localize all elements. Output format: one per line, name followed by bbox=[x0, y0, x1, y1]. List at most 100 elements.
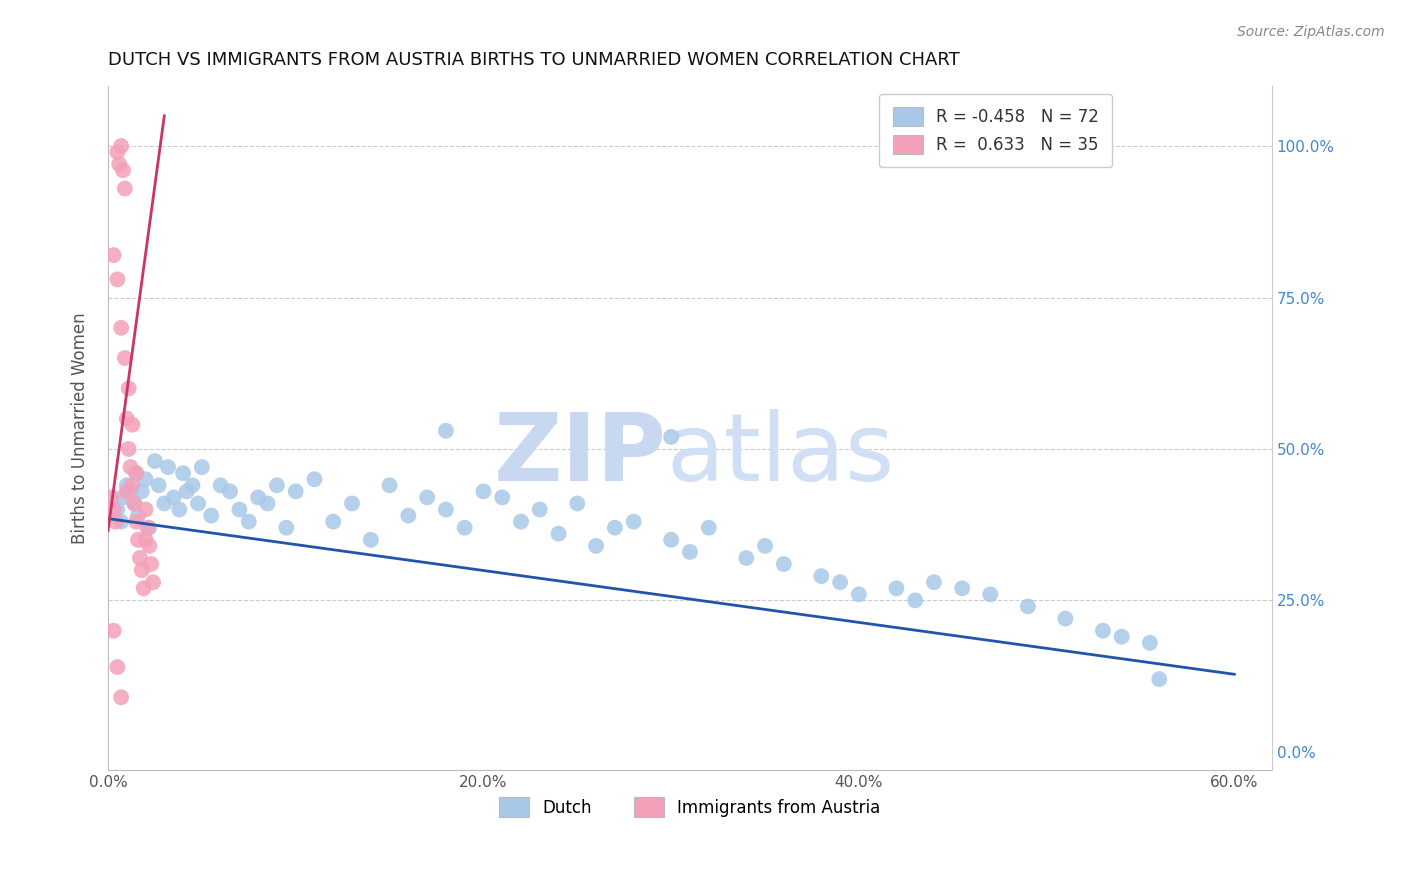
Point bbox=[830, 575, 852, 590]
Point bbox=[276, 521, 298, 535]
Point bbox=[105, 145, 128, 160]
Point bbox=[169, 502, 191, 516]
Text: atlas: atlas bbox=[666, 409, 894, 501]
Point bbox=[219, 484, 242, 499]
Point bbox=[1149, 672, 1171, 686]
Point bbox=[735, 551, 758, 566]
Point bbox=[416, 491, 439, 505]
Point bbox=[132, 582, 155, 596]
Point bbox=[111, 491, 134, 505]
Point bbox=[603, 521, 626, 535]
Point bbox=[679, 545, 702, 559]
Point bbox=[117, 442, 139, 456]
Point bbox=[396, 508, 419, 523]
Point bbox=[135, 472, 157, 486]
Point bbox=[453, 521, 475, 535]
Point bbox=[110, 690, 132, 705]
Point bbox=[922, 575, 945, 590]
Point bbox=[108, 157, 131, 171]
Point bbox=[434, 424, 457, 438]
Point bbox=[111, 163, 134, 178]
Point bbox=[904, 593, 927, 607]
Point bbox=[659, 430, 682, 444]
Point bbox=[110, 320, 132, 334]
Point bbox=[209, 478, 232, 492]
Point bbox=[114, 351, 136, 365]
Point bbox=[114, 181, 136, 195]
Point bbox=[127, 508, 149, 523]
Point bbox=[1017, 599, 1039, 614]
Text: DUTCH VS IMMIGRANTS FROM AUSTRIA BIRTHS TO UNMARRIED WOMEN CORRELATION CHART: DUTCH VS IMMIGRANTS FROM AUSTRIA BIRTHS … bbox=[108, 51, 960, 69]
Point bbox=[142, 575, 165, 590]
Point bbox=[510, 515, 533, 529]
Point bbox=[143, 454, 166, 468]
Point bbox=[623, 515, 645, 529]
Point bbox=[172, 466, 194, 480]
Point bbox=[181, 478, 204, 492]
Point bbox=[585, 539, 607, 553]
Point bbox=[110, 515, 132, 529]
Point bbox=[1054, 611, 1077, 625]
Point bbox=[848, 587, 870, 601]
Point bbox=[340, 496, 363, 510]
Point bbox=[122, 496, 145, 510]
Point bbox=[472, 484, 495, 499]
Point bbox=[136, 521, 159, 535]
Point bbox=[284, 484, 307, 499]
Text: Source: ZipAtlas.com: Source: ZipAtlas.com bbox=[1237, 25, 1385, 39]
Point bbox=[567, 496, 589, 510]
Point bbox=[200, 508, 222, 523]
Point bbox=[191, 460, 214, 475]
Point bbox=[127, 533, 149, 547]
Point bbox=[135, 533, 157, 547]
Point bbox=[153, 496, 176, 510]
Point bbox=[754, 539, 776, 553]
Point bbox=[117, 381, 139, 395]
Point bbox=[100, 491, 122, 505]
Point bbox=[115, 478, 138, 492]
Point bbox=[148, 478, 170, 492]
Point bbox=[125, 466, 148, 480]
Point bbox=[247, 491, 270, 505]
Point bbox=[1139, 636, 1161, 650]
Point bbox=[125, 515, 148, 529]
Point bbox=[122, 496, 145, 510]
Point bbox=[105, 272, 128, 286]
Point bbox=[547, 526, 569, 541]
Point bbox=[125, 466, 148, 480]
Point bbox=[187, 496, 209, 510]
Point bbox=[950, 582, 973, 596]
Point bbox=[131, 563, 153, 577]
Point bbox=[121, 417, 143, 432]
Point bbox=[115, 411, 138, 425]
Y-axis label: Births to Unmarried Women: Births to Unmarried Women bbox=[72, 312, 89, 543]
Point bbox=[697, 521, 720, 535]
Point bbox=[163, 491, 186, 505]
Point bbox=[129, 551, 152, 566]
Point bbox=[157, 460, 180, 475]
Point bbox=[121, 478, 143, 492]
Point bbox=[103, 248, 125, 262]
Point bbox=[228, 502, 250, 516]
Point bbox=[120, 460, 142, 475]
Point bbox=[105, 502, 128, 516]
Point bbox=[110, 139, 132, 153]
Legend: Dutch, Immigrants from Austria: Dutch, Immigrants from Austria bbox=[492, 790, 887, 823]
Point bbox=[131, 484, 153, 499]
Point bbox=[659, 533, 682, 547]
Point bbox=[772, 557, 794, 571]
Point bbox=[360, 533, 382, 547]
Point bbox=[103, 502, 125, 516]
Point bbox=[105, 660, 128, 674]
Point bbox=[810, 569, 832, 583]
Point bbox=[322, 515, 344, 529]
Point bbox=[120, 484, 142, 499]
Point bbox=[304, 472, 326, 486]
Point bbox=[104, 515, 127, 529]
Point bbox=[135, 502, 157, 516]
Point bbox=[886, 582, 908, 596]
Point bbox=[378, 478, 401, 492]
Point bbox=[115, 484, 138, 499]
Point bbox=[238, 515, 260, 529]
Point bbox=[138, 539, 160, 553]
